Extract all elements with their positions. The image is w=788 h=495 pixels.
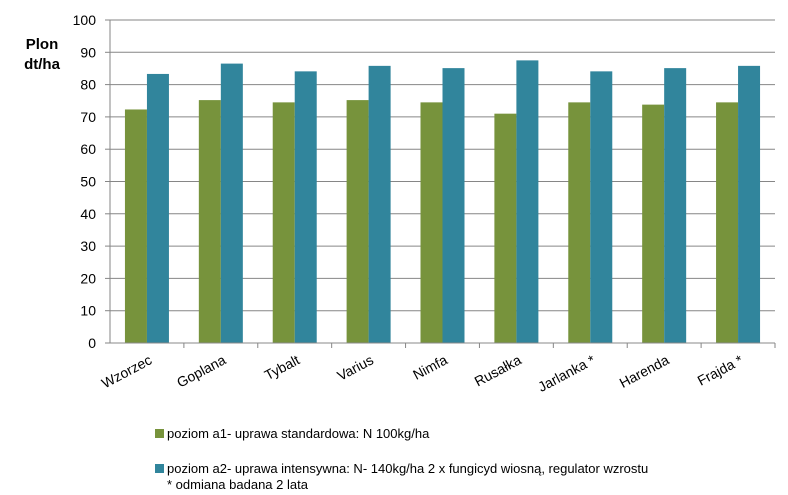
bar-a2 [516, 60, 539, 343]
bar-a2 [220, 63, 243, 343]
y-tick-label: 50 [80, 174, 96, 190]
bar-a2 [442, 68, 465, 343]
bar-a1 [716, 102, 739, 344]
y-tick-label: 80 [80, 77, 96, 93]
x-category-label: Frajda * [695, 351, 746, 388]
y-axis-ticks: 0 10 20 30 40 50 60 70 80 90 100 [73, 12, 97, 351]
bar-a2 [368, 65, 391, 343]
x-category-label: Tybalt [262, 351, 303, 383]
x-category-label: Nimfa [410, 351, 450, 382]
y-tick-label: 100 [73, 12, 97, 28]
bar-a1 [346, 100, 369, 343]
legend-label-a2: poziom a2- uprawa intensywna: N- 140kg/h… [167, 461, 649, 476]
y-axis-label-line2: dt/ha [24, 56, 60, 73]
legend-item-a2: poziom a2- uprawa intensywna: N- 140kg/h… [155, 461, 648, 477]
bar-a1 [568, 102, 591, 344]
y-tick-label: 60 [80, 141, 96, 157]
y-axis-label-line1: Plon [26, 36, 59, 53]
x-category-label: Goplana [174, 351, 228, 390]
bar-a2 [738, 65, 761, 343]
y-tick-label: 40 [80, 206, 96, 222]
x-axis-categories: Wzorzec Goplana Tybalt Varius Nimfa Rusałka Ja… [99, 351, 746, 395]
legend-swatch-a1 [155, 429, 164, 438]
bar-a1 [124, 109, 147, 343]
x-category-label: Jarlanka * [535, 351, 598, 395]
y-tick-label: 20 [80, 270, 96, 286]
y-tick-label: 10 [80, 303, 96, 319]
legend-2: poziom a2- uprawa intensywna: N- 140kg/h… [155, 461, 648, 493]
bar-a2 [664, 68, 687, 343]
bar-a1 [494, 113, 517, 343]
legend-swatch-a2 [155, 464, 164, 473]
bar-a2 [590, 71, 613, 344]
legend-label-a1: poziom a1- uprawa standardowa: N 100kg/h… [167, 426, 430, 441]
bar-a2 [146, 73, 169, 343]
legend-note: * odmiana badana 2 lata [167, 477, 308, 492]
bar-a2 [294, 71, 317, 344]
x-category-label: Rusałka [472, 351, 524, 389]
legend: poziom a1- uprawa standardowa: N 100kg/h… [155, 426, 429, 442]
bar-a1 [420, 102, 443, 344]
x-category-label: Varius [334, 352, 376, 384]
y-tick-label: 70 [80, 109, 96, 125]
legend-item-a1: poziom a1- uprawa standardowa: N 100kg/h… [155, 426, 429, 442]
y-tick-label: 0 [88, 335, 96, 351]
bars [124, 60, 761, 344]
y-tick-label: 90 [80, 44, 96, 60]
bar-a1 [642, 104, 665, 343]
bar-a1 [272, 102, 295, 344]
x-category-label: Wzorzec [99, 352, 155, 392]
y-tick-label: 30 [80, 238, 96, 254]
bar-a1 [198, 100, 221, 343]
x-category-label: Harenda [617, 351, 672, 390]
